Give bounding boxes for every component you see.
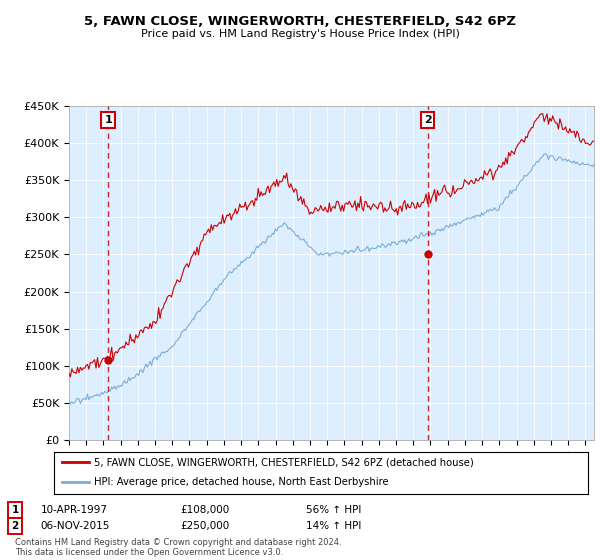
- Text: 56% ↑ HPI: 56% ↑ HPI: [306, 505, 361, 515]
- Text: 06-NOV-2015: 06-NOV-2015: [41, 521, 110, 531]
- Text: 5, FAWN CLOSE, WINGERWORTH, CHESTERFIELD, S42 6PZ (detached house): 5, FAWN CLOSE, WINGERWORTH, CHESTERFIELD…: [94, 458, 474, 468]
- Text: 10-APR-1997: 10-APR-1997: [41, 505, 108, 515]
- Text: 14% ↑ HPI: 14% ↑ HPI: [306, 521, 361, 531]
- Text: Price paid vs. HM Land Registry's House Price Index (HPI): Price paid vs. HM Land Registry's House …: [140, 29, 460, 39]
- Text: 2: 2: [424, 115, 431, 125]
- Text: 1: 1: [104, 115, 112, 125]
- Text: 1: 1: [11, 505, 19, 515]
- Text: 2: 2: [11, 521, 19, 531]
- Text: £108,000: £108,000: [180, 505, 229, 515]
- Text: HPI: Average price, detached house, North East Derbyshire: HPI: Average price, detached house, Nort…: [94, 477, 389, 487]
- Text: 5, FAWN CLOSE, WINGERWORTH, CHESTERFIELD, S42 6PZ: 5, FAWN CLOSE, WINGERWORTH, CHESTERFIELD…: [84, 15, 516, 27]
- Text: Contains HM Land Registry data © Crown copyright and database right 2024.
This d: Contains HM Land Registry data © Crown c…: [15, 538, 341, 557]
- Text: £250,000: £250,000: [180, 521, 229, 531]
